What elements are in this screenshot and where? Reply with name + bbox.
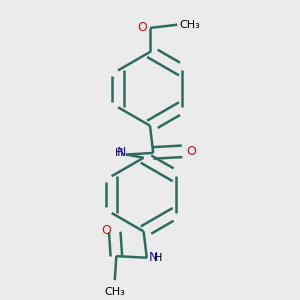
Text: CH₃: CH₃	[180, 20, 201, 30]
Text: N: N	[117, 146, 126, 159]
Text: CH₃: CH₃	[104, 286, 125, 297]
Text: O: O	[186, 145, 196, 158]
Text: O: O	[101, 224, 111, 237]
Text: H: H	[154, 253, 162, 263]
Text: H: H	[114, 148, 123, 158]
Text: O: O	[137, 21, 147, 34]
Text: N: N	[148, 251, 158, 264]
